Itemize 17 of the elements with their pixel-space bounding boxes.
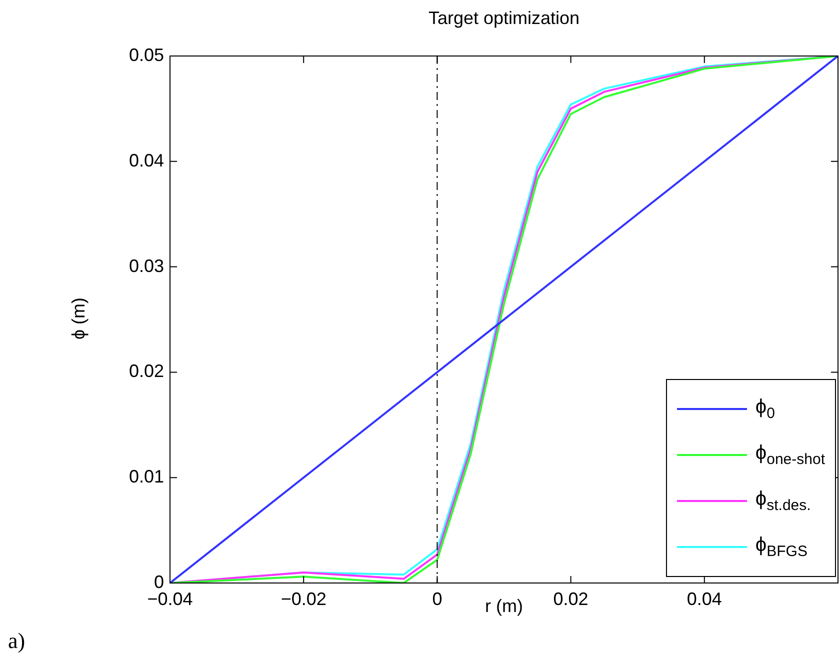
x-tick-label: 0.04	[686, 588, 722, 609]
y-tick-label: 0.02	[128, 361, 164, 382]
x-axis-title: r (m)	[485, 596, 523, 616]
y-tick-label: 0.03	[128, 256, 164, 276]
y-tick-label: 0.04	[128, 150, 164, 170]
legend-label: ϕ$_{st.des.}$	[755, 488, 811, 514]
legend-label: ϕ$_{BFGS}$	[755, 534, 808, 560]
y-tick-label: 0.01	[128, 466, 164, 487]
chart-title: Target optimization	[427, 8, 581, 29]
x-tick-label: 0	[432, 588, 442, 609]
x-tick-label: −0.02	[280, 588, 326, 609]
legend-label: ϕ$_{0}$	[755, 396, 775, 422]
y-axis-title: ϕ (m)	[68, 296, 90, 340]
text: a)	[8, 628, 26, 654]
x-tick-label: 0.02	[553, 588, 588, 609]
legend-label: ϕ$_{one-shot}$	[755, 442, 825, 468]
y-tick-label: 0.05	[128, 44, 164, 65]
